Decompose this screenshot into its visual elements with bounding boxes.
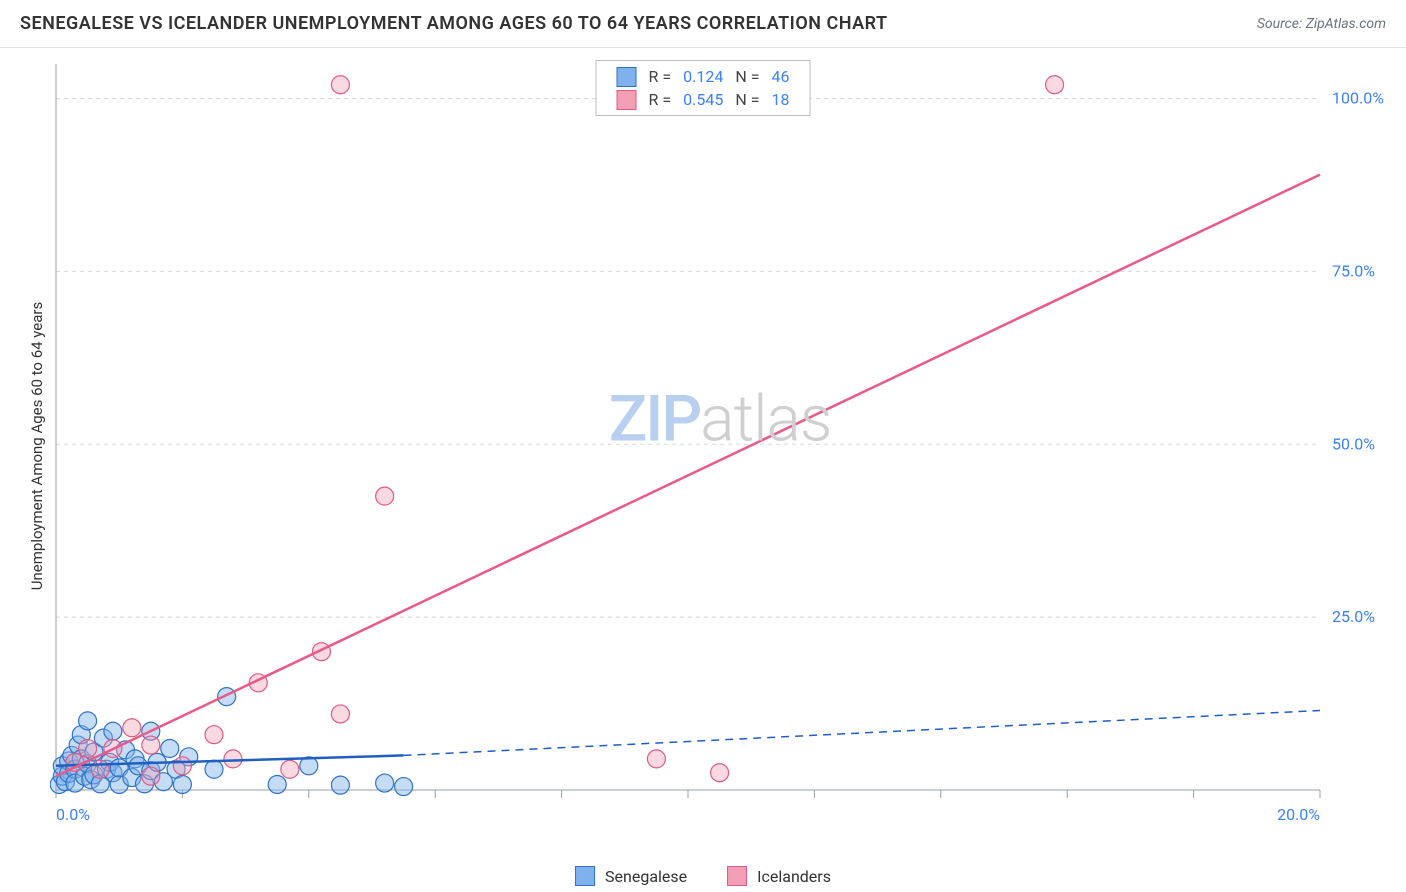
legend-swatch — [575, 866, 595, 886]
data-point-icelanders — [142, 736, 160, 754]
source-attribution: Source: ZipAtlas.com — [1257, 16, 1386, 32]
stat-n-label: N = — [729, 88, 765, 111]
data-point-icelanders — [91, 760, 109, 778]
data-point-icelanders — [281, 760, 299, 778]
data-point-senegalese — [331, 776, 349, 794]
data-point-senegalese — [376, 774, 394, 792]
legend-label: Icelanders — [757, 867, 831, 886]
data-point-icelanders — [142, 767, 160, 785]
data-point-icelanders — [376, 487, 394, 505]
y-axis-label: Unemployment Among Ages 60 to 64 years — [28, 302, 46, 590]
stat-r-value: 0.124 — [677, 65, 729, 88]
chart-header: SENEGALESE VS ICELANDER UNEMPLOYMENT AMO… — [0, 0, 1406, 48]
data-point-icelanders — [224, 750, 242, 768]
data-point-senegalese — [79, 712, 97, 730]
stat-n-value: 18 — [765, 88, 795, 111]
legend-swatch — [727, 866, 747, 886]
data-point-senegalese — [161, 740, 179, 758]
legend-item: Senegalese — [575, 866, 687, 886]
data-point-icelanders — [66, 753, 84, 771]
legend-label: Senegalese — [605, 867, 687, 886]
y-tick-label: 100.0% — [1332, 89, 1384, 108]
plot-svg: 25.0% 50.0% 75.0% 100.0% 0.0% 20.0% — [50, 60, 1390, 840]
data-point-senegalese — [173, 775, 191, 793]
stat-n-label: N = — [729, 65, 765, 88]
x-tick-label: 20.0% — [1277, 805, 1320, 824]
data-point-icelanders — [79, 740, 97, 758]
data-point-senegalese — [205, 760, 223, 778]
data-point-icelanders — [331, 705, 349, 723]
scatter-plot: 25.0%50.0%75.0%100.0%0.0%20.0% ZIPatlas — [50, 60, 1390, 840]
data-point-icelanders — [1046, 76, 1064, 94]
stat-n-value: 46 — [765, 65, 795, 88]
data-point-icelanders — [123, 719, 141, 737]
trendline-icelanders — [56, 175, 1320, 777]
data-point-senegalese — [104, 722, 122, 740]
y-tick-label: 75.0% — [1332, 261, 1375, 280]
trendline-senegalese-extrapolated — [404, 710, 1320, 755]
data-point-senegalese — [395, 778, 413, 796]
y-tick-label: 25.0% — [1332, 607, 1375, 626]
stat-r-label: R = — [643, 65, 678, 88]
stat-r-label: R = — [643, 88, 678, 111]
series-legend: Senegalese Icelanders — [575, 866, 831, 886]
y-tick-label: 50.0% — [1332, 434, 1375, 453]
data-point-icelanders — [173, 757, 191, 775]
x-tick-label: 0.0% — [56, 805, 90, 824]
data-point-icelanders — [205, 726, 223, 744]
data-point-senegalese — [268, 775, 286, 793]
stat-r-value: 0.545 — [677, 88, 729, 111]
stat-legend-row: R =0.124N =46 — [611, 65, 796, 88]
legend-swatch — [617, 67, 637, 87]
legend-swatch — [617, 90, 637, 110]
data-point-icelanders — [331, 76, 349, 94]
correlation-legend: R =0.124N =46R =0.545N =18 — [596, 60, 811, 116]
legend-item: Icelanders — [727, 866, 831, 886]
data-point-icelanders — [711, 764, 729, 782]
chart-title: SENEGALESE VS ICELANDER UNEMPLOYMENT AMO… — [20, 13, 888, 34]
data-point-icelanders — [647, 750, 665, 768]
stat-legend-row: R =0.545N =18 — [611, 88, 796, 111]
